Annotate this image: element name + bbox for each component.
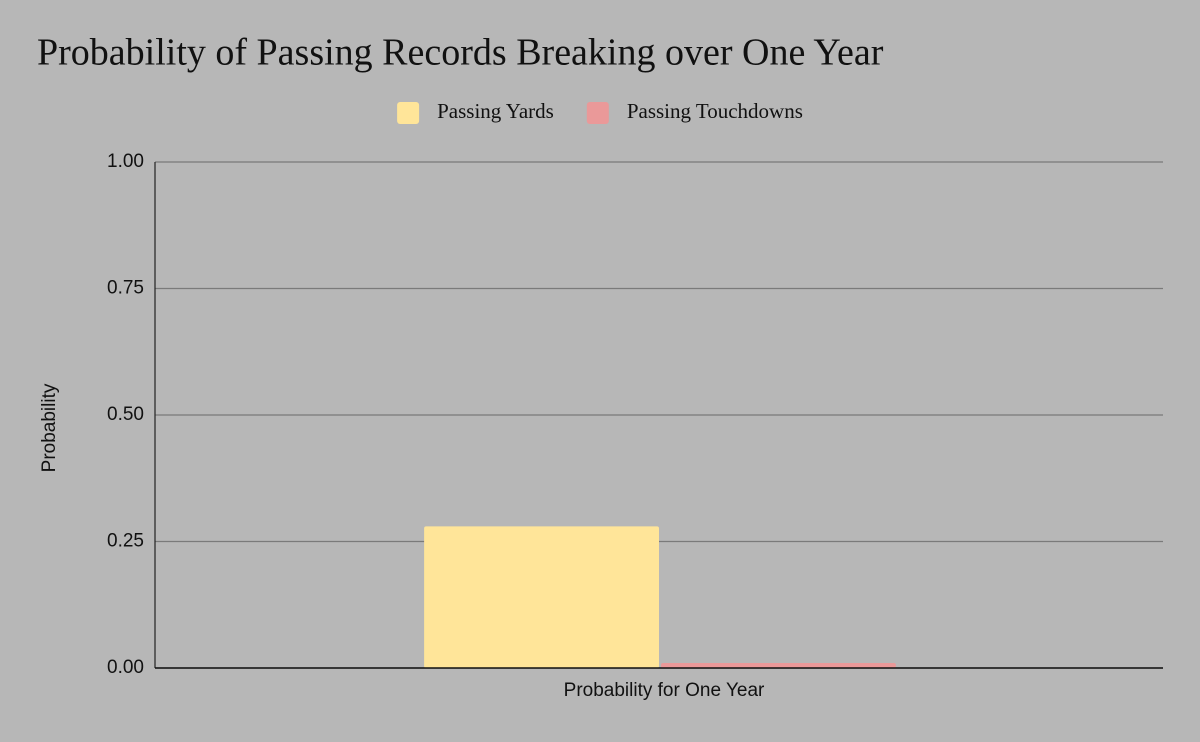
y-tick-label: 0.25 [107,531,144,552]
y-tick-label: 0.75 [107,278,144,299]
legend-swatch [586,102,609,124]
bar [661,662,896,668]
legend-label: Passing Yards [437,99,554,123]
y-tick-label: 0.00 [107,657,144,678]
x-tick-label: Probability for One Year [564,680,765,701]
y-tick-label: 0.50 [107,404,144,425]
bar [424,526,659,668]
y-tick-label: 1.00 [107,151,144,172]
y-axis-label: Probability [39,383,60,472]
legend-label: Passing Touchdowns [627,99,803,123]
chart-title: Probability of Passing Records Breaking … [37,32,884,74]
legend-swatch [397,102,420,124]
